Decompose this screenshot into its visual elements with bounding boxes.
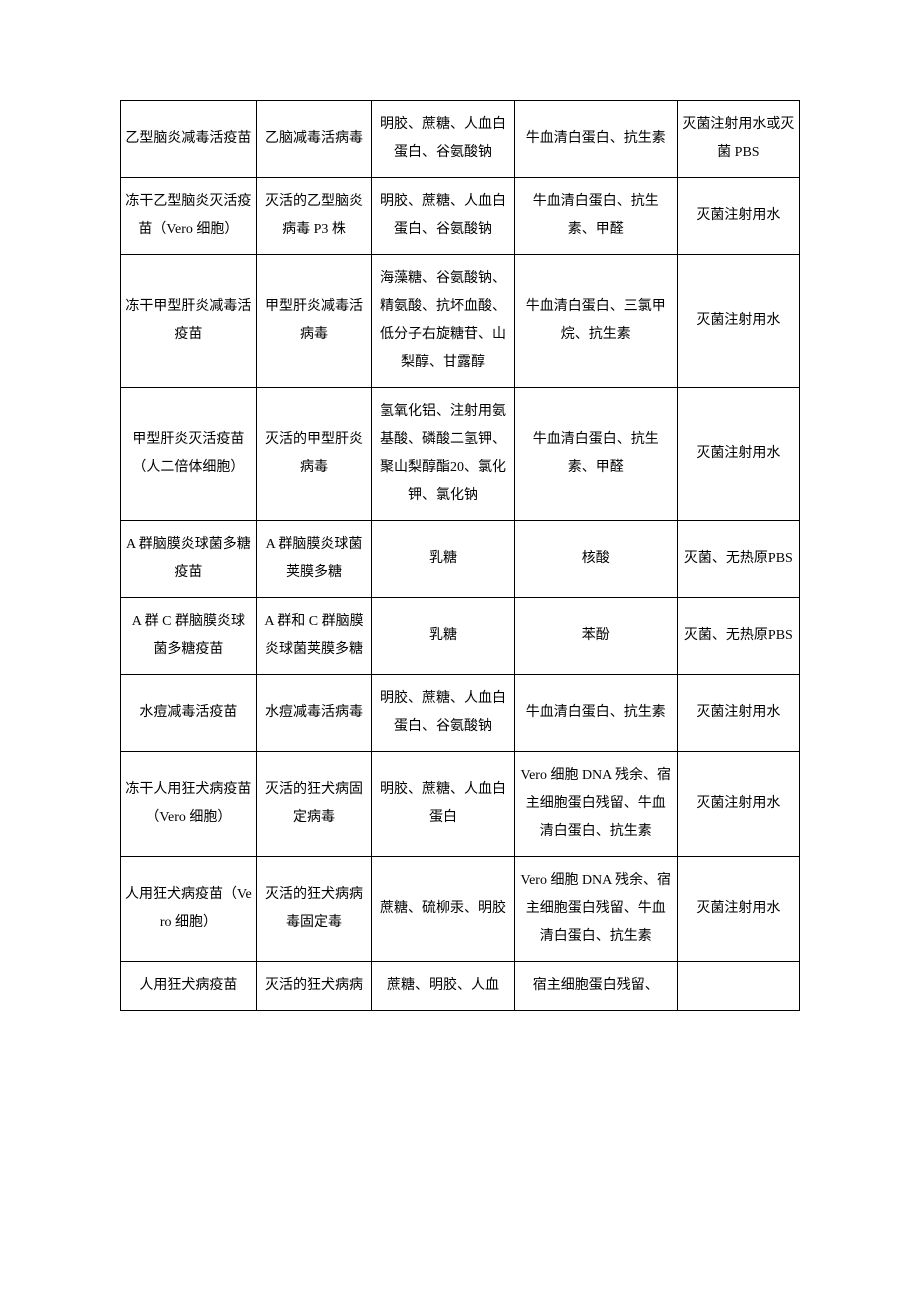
table-cell: 灭菌、无热原PBS <box>677 598 799 675</box>
table-cell: Vero 细胞 DNA 残余、宿主细胞蛋白残留、牛血清白蛋白、抗生素 <box>514 857 677 962</box>
table-cell <box>677 962 799 1011</box>
table-cell: A 群脑膜炎球菌荚膜多糖 <box>256 521 371 598</box>
table-cell: A 群和 C 群脑膜炎球菌荚膜多糖 <box>256 598 371 675</box>
table-cell: 灭菌注射用水或灭菌 PBS <box>677 101 799 178</box>
table-row: A 群脑膜炎球菌多糖疫苗A 群脑膜炎球菌荚膜多糖乳糖核酸灭菌、无热原PBS <box>121 521 800 598</box>
table-cell: 蔗糖、明胶、人血 <box>372 962 515 1011</box>
table-cell: 冻干乙型脑炎灭活疫苗（Vero 细胞） <box>121 178 257 255</box>
table-cell: 甲型肝炎减毒活病毒 <box>256 255 371 388</box>
table-cell: A 群 C 群脑膜炎球菌多糖疫苗 <box>121 598 257 675</box>
document-page: 乙型脑炎减毒活疫苗乙脑减毒活病毒明胶、蔗糖、人血白蛋白、谷氨酸钠牛血清白蛋白、抗… <box>0 0 920 1051</box>
table-row: 冻干甲型肝炎减毒活疫苗甲型肝炎减毒活病毒海藻糖、谷氨酸钠、精氨酸、抗坏血酸、低分… <box>121 255 800 388</box>
table-cell: 灭菌注射用水 <box>677 255 799 388</box>
table-cell: 明胶、蔗糖、人血白蛋白、谷氨酸钠 <box>372 178 515 255</box>
table-row: A 群 C 群脑膜炎球菌多糖疫苗A 群和 C 群脑膜炎球菌荚膜多糖乳糖苯酚灭菌、… <box>121 598 800 675</box>
table-cell: 核酸 <box>514 521 677 598</box>
table-body: 乙型脑炎减毒活疫苗乙脑减毒活病毒明胶、蔗糖、人血白蛋白、谷氨酸钠牛血清白蛋白、抗… <box>121 101 800 1011</box>
table-cell: 牛血清白蛋白、抗生素 <box>514 675 677 752</box>
table-cell: 乙型脑炎减毒活疫苗 <box>121 101 257 178</box>
table-cell: 明胶、蔗糖、人血白蛋白、谷氨酸钠 <box>372 101 515 178</box>
table-cell: 灭活的甲型肝炎病毒 <box>256 388 371 521</box>
table-cell: 灭菌注射用水 <box>677 857 799 962</box>
table-cell: 明胶、蔗糖、人血白蛋白、谷氨酸钠 <box>372 675 515 752</box>
table-cell: 宿主细胞蛋白残留、 <box>514 962 677 1011</box>
table-row: 人用狂犬病疫苗灭活的狂犬病病蔗糖、明胶、人血宿主细胞蛋白残留、 <box>121 962 800 1011</box>
table-cell: 冻干人用狂犬病疫苗（Vero 细胞） <box>121 752 257 857</box>
table-cell: 牛血清白蛋白、抗生素、甲醛 <box>514 178 677 255</box>
table-cell: 乙脑减毒活病毒 <box>256 101 371 178</box>
table-row: 冻干人用狂犬病疫苗（Vero 细胞）灭活的狂犬病固定病毒明胶、蔗糖、人血白蛋白V… <box>121 752 800 857</box>
table-cell: 水痘减毒活疫苗 <box>121 675 257 752</box>
table-cell: 蔗糖、硫柳汞、明胶 <box>372 857 515 962</box>
table-cell: 牛血清白蛋白、抗生素 <box>514 101 677 178</box>
table-cell: 灭活的狂犬病固定病毒 <box>256 752 371 857</box>
table-cell: 灭菌、无热原PBS <box>677 521 799 598</box>
table-cell: 甲型肝炎灭活疫苗（人二倍体细胞） <box>121 388 257 521</box>
table-cell: A 群脑膜炎球菌多糖疫苗 <box>121 521 257 598</box>
table-row: 水痘减毒活疫苗水痘减毒活病毒明胶、蔗糖、人血白蛋白、谷氨酸钠牛血清白蛋白、抗生素… <box>121 675 800 752</box>
table-cell: 人用狂犬病疫苗（Vero 细胞） <box>121 857 257 962</box>
table-cell: 灭活的狂犬病病 <box>256 962 371 1011</box>
table-cell: 冻干甲型肝炎减毒活疫苗 <box>121 255 257 388</box>
table-cell: 灭菌注射用水 <box>677 388 799 521</box>
table-cell: 明胶、蔗糖、人血白蛋白 <box>372 752 515 857</box>
table-cell: 水痘减毒活病毒 <box>256 675 371 752</box>
table-row: 乙型脑炎减毒活疫苗乙脑减毒活病毒明胶、蔗糖、人血白蛋白、谷氨酸钠牛血清白蛋白、抗… <box>121 101 800 178</box>
vaccine-composition-table: 乙型脑炎减毒活疫苗乙脑减毒活病毒明胶、蔗糖、人血白蛋白、谷氨酸钠牛血清白蛋白、抗… <box>120 100 800 1011</box>
table-cell: 苯酚 <box>514 598 677 675</box>
table-cell: 灭活的狂犬病病毒固定毒 <box>256 857 371 962</box>
table-cell: 灭菌注射用水 <box>677 752 799 857</box>
table-cell: 灭菌注射用水 <box>677 178 799 255</box>
table-cell: 氢氧化铝、注射用氨基酸、磷酸二氢钾、聚山梨醇酯20、氯化钾、氯化钠 <box>372 388 515 521</box>
table-cell: 人用狂犬病疫苗 <box>121 962 257 1011</box>
table-cell: 牛血清白蛋白、三氯甲烷、抗生素 <box>514 255 677 388</box>
table-cell: 牛血清白蛋白、抗生素、甲醛 <box>514 388 677 521</box>
table-cell: 灭活的乙型脑炎病毒 P3 株 <box>256 178 371 255</box>
table-row: 甲型肝炎灭活疫苗（人二倍体细胞）灭活的甲型肝炎病毒氢氧化铝、注射用氨基酸、磷酸二… <box>121 388 800 521</box>
table-cell: 灭菌注射用水 <box>677 675 799 752</box>
table-cell: 海藻糖、谷氨酸钠、精氨酸、抗坏血酸、低分子右旋糖苷、山梨醇、甘露醇 <box>372 255 515 388</box>
table-cell: Vero 细胞 DNA 残余、宿主细胞蛋白残留、牛血清白蛋白、抗生素 <box>514 752 677 857</box>
table-row: 冻干乙型脑炎灭活疫苗（Vero 细胞）灭活的乙型脑炎病毒 P3 株明胶、蔗糖、人… <box>121 178 800 255</box>
table-row: 人用狂犬病疫苗（Vero 细胞）灭活的狂犬病病毒固定毒蔗糖、硫柳汞、明胶Vero… <box>121 857 800 962</box>
table-cell: 乳糖 <box>372 598 515 675</box>
table-cell: 乳糖 <box>372 521 515 598</box>
